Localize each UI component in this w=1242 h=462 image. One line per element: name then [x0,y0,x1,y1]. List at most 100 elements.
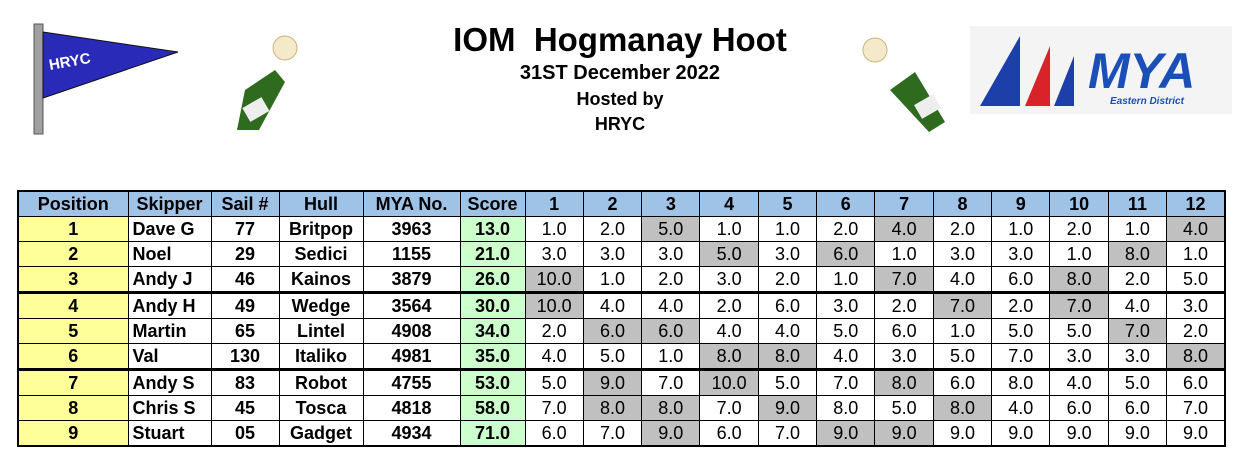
race-cell: 4.0 [932,266,993,294]
column-header: 10 [1049,190,1109,217]
column-header: 11 [1107,190,1168,217]
race-cell: 5.0 [1107,369,1168,396]
race-cell: 10.0 [699,369,759,396]
race-cell: 8.0 [874,369,934,396]
race-cell: 5.0 [641,216,701,242]
cell: 4755 [362,369,461,396]
race-cell: 6.0 [524,420,584,447]
cell: Wedge [278,292,364,319]
race-cell: 6.0 [991,266,1051,294]
race-cell: 9.0 [874,420,934,447]
race-cell: 4.0 [582,292,643,319]
cell: 5 [17,318,129,344]
header: IOM Hogmanay Hoot 31ST December 2022 Hos… [330,20,910,137]
cell: 35.0 [459,343,526,371]
cell: 45 [210,395,280,421]
cell: 53.0 [459,369,526,396]
race-cell: 5.0 [699,241,759,267]
race-cell: 8.0 [699,343,759,371]
race-cell: 2.0 [757,266,818,294]
cell: 7 [17,369,129,396]
cell: 3879 [362,266,461,294]
race-cell: 4.0 [874,216,934,242]
race-cell: 6.0 [874,318,934,344]
mya-text: MYA [1088,43,1195,99]
result-row: 1 Dave G 77 Britpop 3963 13.0 1.0 2.0 5.0 1.0 1.0 2… [17,216,1226,242]
race-cell: 5.0 [524,369,584,396]
cell: Gadget [278,420,364,447]
cell: 1 [17,216,129,242]
race-cell: 1.0 [641,343,701,371]
cell: Kainos [278,266,364,294]
cell: Chris S [127,395,212,421]
race-cell: 5.0 [757,369,818,396]
race-cell: 2.0 [874,292,934,319]
race-cell: 6.0 [1166,369,1226,396]
cell: Lintel [278,318,364,344]
club-logo: HRYC [33,23,179,135]
race-cell: 7.0 [874,266,934,294]
cell: 21.0 [459,241,526,267]
race-cell: 5.0 [991,318,1051,344]
race-cell: 1.0 [932,318,993,344]
race-cell: 8.0 [991,369,1051,396]
race-cell: 2.0 [699,292,759,319]
champagne-right [862,37,945,132]
race-cell: 7.0 [1049,292,1109,319]
race-cell: 4.0 [991,395,1051,421]
title: IOM Hogmanay Hoot [453,21,787,58]
champagne-left [237,35,298,130]
race-cell: 3.0 [1166,292,1226,319]
cell: 3564 [362,292,461,319]
race-cell: 7.0 [932,292,993,319]
race-cell: 10.0 [524,292,584,319]
race-cell: 4.0 [1049,369,1109,396]
cell: 3963 [362,216,461,242]
cell: 1155 [362,241,461,267]
race-cell: 7.0 [991,343,1051,371]
cell: 4934 [362,420,461,447]
host: HRYC [594,114,646,134]
cell: 4908 [362,318,461,344]
race-cell: 4.0 [1166,216,1226,242]
column-header: Score [459,190,526,217]
race-cell: 7.0 [1166,395,1226,421]
race-cell: 4.0 [699,318,759,344]
race-cell: 4.0 [524,343,584,371]
header-row: Position Skipper Sail # Hull MYA No. Score 1 2 3… [17,190,1226,217]
race-cell: 7.0 [1107,318,1168,344]
race-cell: 3.0 [582,241,643,267]
race-cell: 5.0 [1049,318,1109,344]
result-row: 9 Stuart 05 Gadget 4934 71.0 6.0 7.0 9.0 6.0 7.0 9.… [17,420,1226,447]
race-cell: 2.0 [1049,216,1109,242]
cell: 3 [17,266,129,294]
column-header: Position [17,190,129,217]
race-cell: 3.0 [699,266,759,294]
race-cell: 1.0 [582,266,643,294]
race-cell: 4.0 [816,343,876,371]
column-header: MYA No. [362,190,461,217]
cell: 9 [17,420,129,447]
race-cell: 2.0 [582,216,643,242]
race-cell: 9.0 [1049,420,1109,447]
cell: Italiko [278,343,364,371]
column-header: 7 [874,190,934,217]
race-cell: 6.0 [757,292,818,319]
mya-logo: MYA Eastern District [970,26,1232,114]
race-cell: 10.0 [524,266,584,294]
cell: Andy H [127,292,212,319]
column-header: 2 [582,190,643,217]
cell: 30.0 [459,292,526,319]
cell: Andy S [127,369,212,396]
cell: 8 [17,395,129,421]
cell: 13.0 [459,216,526,242]
race-cell: 8.0 [641,395,701,421]
race-cell: 2.0 [641,266,701,294]
race-cell: 4.0 [641,292,701,319]
race-cell: 7.0 [816,369,876,396]
race-cell: 1.0 [1166,241,1226,267]
cell: 6 [17,343,129,371]
race-cell: 7.0 [641,369,701,396]
race-cell: 1.0 [874,241,934,267]
